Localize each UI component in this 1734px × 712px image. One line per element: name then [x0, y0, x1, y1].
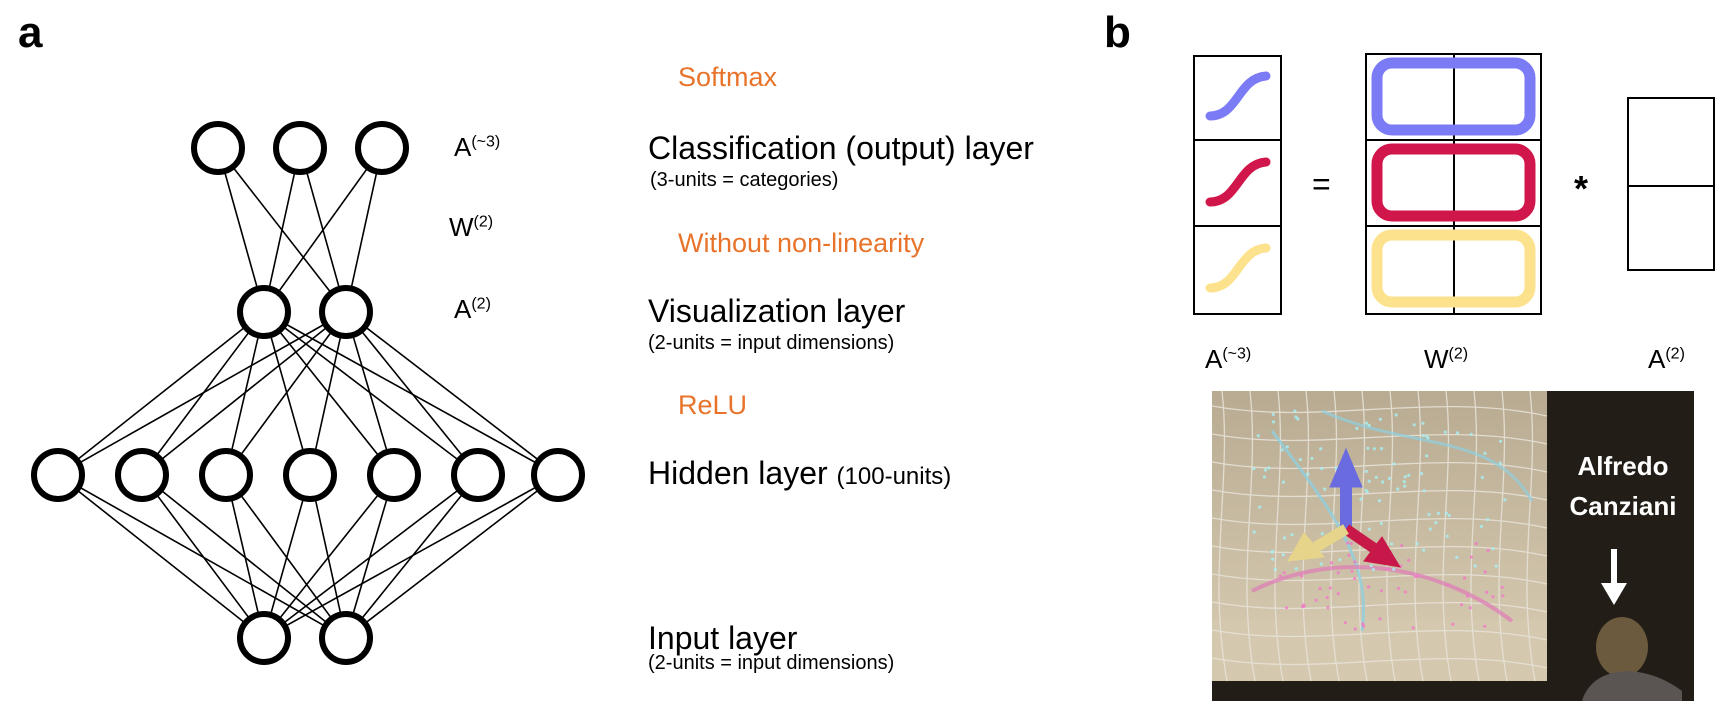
input-unit-1 [237, 611, 291, 665]
connection-edge [309, 311, 347, 476]
relu-label: ReLU [678, 390, 748, 420]
connection-edge [141, 474, 265, 639]
connection-edge [57, 474, 265, 639]
hidden-unit-7 [531, 448, 585, 502]
blue-arrow-icon [1329, 447, 1363, 488]
w2-matrix-label: W(2) [1424, 344, 1469, 374]
person-shoulders [1582, 671, 1682, 701]
connection-edge [263, 474, 559, 639]
yellow-arrow-icon [1287, 532, 1325, 562]
connection-edge [345, 474, 559, 639]
hidden-unit-6 [451, 448, 505, 502]
network-nodes [31, 121, 585, 665]
viz-unit-1 [237, 285, 291, 339]
hidden-unit-3 [199, 448, 253, 502]
output-layer-sub: (3-units = categories) [650, 169, 839, 191]
w2-matrix [1365, 53, 1542, 315]
connection-edge [263, 474, 311, 639]
softmax-label: Softmax [678, 62, 778, 92]
network-edges [57, 147, 559, 639]
yellow-row-highlight [1371, 229, 1536, 308]
output-unit-2 [273, 121, 327, 175]
viz-activation-label: A(2) [454, 294, 491, 324]
output-layer-title: Classification (output) layer [648, 130, 1034, 166]
viz-layer-title: Visualization layer [648, 293, 906, 329]
equals-sign: = [1312, 166, 1331, 202]
connection-edge [263, 147, 383, 313]
input-layer-title: Input layer [648, 620, 798, 656]
red-curve-icon [1205, 157, 1271, 207]
connection-edge [225, 474, 347, 639]
connection-edge [263, 147, 301, 313]
blue-row-highlight [1371, 57, 1536, 136]
red-arrow-icon [1363, 536, 1401, 568]
red-arrow-shaft [1342, 524, 1382, 556]
blue-curve-icon [1205, 71, 1271, 121]
panel-label-a: a [18, 8, 43, 57]
connection-edge [57, 311, 347, 476]
multiply-sign: * [1574, 168, 1589, 209]
output-unit-1 [191, 121, 245, 175]
projection-illustration [1212, 391, 1694, 701]
connection-edge [263, 311, 311, 476]
hidden-unit-1 [31, 448, 85, 502]
viz-layer-sub: (2-units = input dimensions) [648, 332, 895, 354]
hidden-layer-title: Hidden layer (100-units) [648, 455, 952, 491]
yellow-curve-icon [1205, 243, 1271, 293]
a2-matrix-label: A(2) [1648, 344, 1685, 374]
linear-label: Without non-linearity [678, 228, 925, 258]
connection-edge [225, 474, 265, 639]
hidden-unit-2 [115, 448, 169, 502]
input-unit-2 [319, 611, 373, 665]
person-name-line1: Alfredo [1577, 451, 1669, 481]
a2-vector [1627, 97, 1715, 271]
weight-label: W(2) [449, 212, 494, 242]
panel-label-b: b [1104, 8, 1131, 57]
connection-edge [263, 311, 395, 476]
person-name-line2: Canziani [1569, 491, 1677, 521]
red-row-highlight [1371, 143, 1536, 222]
input-layer-sub: (2-units = input dimensions) [648, 652, 895, 674]
connection-edge [263, 311, 479, 476]
a3-vector [1193, 55, 1282, 315]
a3-matrix-label: A(~3) [1205, 344, 1252, 374]
down-arrow-icon [1601, 583, 1627, 605]
hidden-unit-4 [283, 448, 337, 502]
output-activation-label: A(~3) [454, 132, 501, 162]
connection-edge [345, 311, 395, 476]
connection-edge [345, 147, 383, 313]
hidden-unit-5 [367, 448, 421, 502]
connection-edge [263, 474, 395, 639]
output-unit-3 [355, 121, 409, 175]
connection-edge [57, 311, 265, 476]
connection-edge [345, 311, 559, 476]
connection-edge [263, 474, 479, 639]
connection-edge [217, 147, 265, 313]
lecture-photo: Alfredo Canziani [1212, 391, 1694, 701]
connection-edge [57, 474, 347, 639]
viz-unit-2 [319, 285, 373, 339]
connection-edge [345, 311, 479, 476]
connection-edge [141, 311, 347, 476]
person-head [1596, 617, 1648, 677]
yellow-arrow-shaft [1313, 524, 1349, 552]
connection-edge [225, 311, 347, 476]
